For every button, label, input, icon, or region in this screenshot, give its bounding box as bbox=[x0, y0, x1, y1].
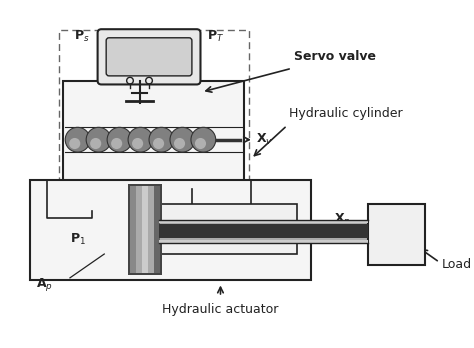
Bar bbox=[155, 187, 161, 273]
Bar bbox=[368, 204, 425, 266]
Bar bbox=[64, 81, 244, 190]
Circle shape bbox=[90, 138, 101, 149]
Text: Load: Load bbox=[441, 258, 472, 271]
Text: Servo valve: Servo valve bbox=[294, 49, 376, 63]
Bar bbox=[130, 187, 136, 273]
Bar bbox=[159, 224, 368, 238]
Circle shape bbox=[174, 138, 185, 149]
Circle shape bbox=[69, 138, 80, 149]
Bar bbox=[59, 30, 249, 192]
Circle shape bbox=[65, 127, 90, 152]
Bar bbox=[159, 220, 368, 243]
Bar bbox=[148, 187, 155, 273]
Text: P2: P2 bbox=[207, 238, 225, 251]
Text: Hydraulic actuator: Hydraulic actuator bbox=[162, 303, 279, 316]
Bar bbox=[159, 205, 297, 254]
Circle shape bbox=[86, 127, 111, 152]
Circle shape bbox=[170, 127, 195, 152]
Circle shape bbox=[107, 127, 132, 152]
Bar bbox=[159, 240, 368, 243]
Bar bbox=[136, 187, 142, 273]
Text: Q$_1$: Q$_1$ bbox=[56, 192, 74, 207]
FancyBboxPatch shape bbox=[98, 29, 201, 85]
Circle shape bbox=[191, 127, 216, 152]
Circle shape bbox=[195, 138, 206, 149]
Bar bbox=[30, 180, 311, 280]
Text: P$_T$: P$_T$ bbox=[207, 29, 224, 45]
Text: m: m bbox=[389, 227, 405, 242]
Bar bbox=[142, 187, 148, 273]
Text: X$_p$: X$_p$ bbox=[334, 211, 351, 228]
Circle shape bbox=[128, 127, 153, 152]
Text: P$_1$: P$_1$ bbox=[70, 232, 86, 247]
Circle shape bbox=[132, 138, 143, 149]
Text: Q$_2$: Q$_2$ bbox=[198, 192, 215, 207]
Text: A$_p$: A$_p$ bbox=[36, 276, 53, 293]
Circle shape bbox=[149, 127, 174, 152]
Circle shape bbox=[111, 138, 122, 149]
Text: X$_v$: X$_v$ bbox=[256, 132, 273, 147]
Circle shape bbox=[153, 138, 164, 149]
FancyBboxPatch shape bbox=[106, 38, 192, 76]
Text: Hydraulic cylinder: Hydraulic cylinder bbox=[289, 107, 403, 120]
Text: P$_s$: P$_s$ bbox=[73, 29, 89, 45]
Bar bbox=[159, 220, 368, 223]
Bar bbox=[128, 184, 163, 275]
